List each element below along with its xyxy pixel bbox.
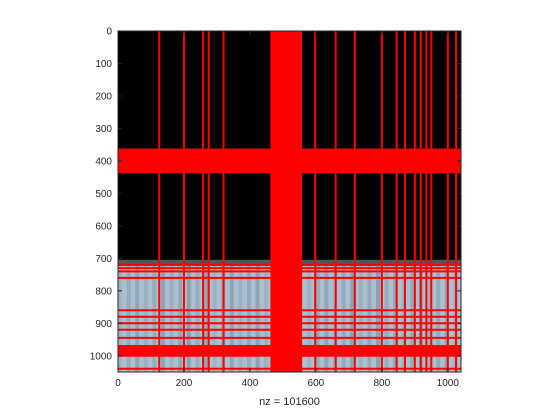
image-texture-stripe <box>247 265 251 372</box>
axes-frame <box>117 30 462 373</box>
x-tick-label: 0 <box>115 378 121 389</box>
plot-area <box>118 31 461 372</box>
image-texture-stripe <box>135 265 140 372</box>
image-texture-stripe <box>341 265 346 372</box>
image-texture-stripe <box>143 265 148 372</box>
y-tick-label: 700 <box>95 254 112 265</box>
image-texture-stripe <box>436 265 441 372</box>
x-tick-label: 800 <box>374 378 391 389</box>
y-tick-label: 900 <box>95 319 112 330</box>
x-tick-label: 1000 <box>437 378 460 389</box>
image-texture-stripe <box>444 265 449 372</box>
image-texture-stripe <box>315 265 320 372</box>
image-texture-stripe <box>384 265 389 372</box>
y-tick-label: 800 <box>95 286 112 297</box>
image-texture-stripe <box>401 265 406 372</box>
image-texture-stripe <box>307 265 312 372</box>
image-texture-stripe <box>376 265 380 372</box>
x-axis-label: nz = 101600 <box>259 396 320 408</box>
image-texture-stripe <box>255 265 260 372</box>
x-tick-label: 600 <box>308 378 325 389</box>
image-texture-stripe <box>410 265 415 372</box>
y-tick-label: 500 <box>95 189 112 200</box>
image-texture-stripe <box>204 265 208 372</box>
y-tick-label: 200 <box>95 91 112 102</box>
y-tick-label: 0 <box>106 27 112 38</box>
x-tick-label: 400 <box>242 378 259 389</box>
image-texture-stripe <box>238 265 243 372</box>
y-tick-label: 400 <box>95 156 112 167</box>
image-texture-stripe <box>229 265 234 372</box>
y-axis-ticks: 0 100 200 300 400 500 600 700 800 900 1000 <box>90 27 461 362</box>
image-texture-stripe <box>178 265 183 372</box>
image-texture-stripe <box>195 265 200 372</box>
image-texture-stripe <box>212 265 217 372</box>
image-texture-stripe <box>324 265 329 372</box>
horizontal-marker-lines <box>118 148 461 370</box>
image-texture-stripe <box>264 265 269 372</box>
x-tick-label: 200 <box>176 378 193 389</box>
image-texture-stripe <box>126 265 131 372</box>
image-texture-stripe <box>152 265 157 372</box>
image-texture-stripe <box>350 265 355 372</box>
y-tick-label: 100 <box>95 59 112 70</box>
y-tick-label: 600 <box>95 221 112 232</box>
image-texture-stripe <box>161 265 165 372</box>
image-texture-stripe <box>427 265 432 372</box>
image-texture-stripe <box>169 265 174 372</box>
image-texture-stripe <box>186 265 191 372</box>
vertical-marker-lines <box>158 31 458 372</box>
image-texture-stripe <box>393 265 398 372</box>
image-texture-stripe <box>358 265 363 372</box>
x-axis-ticks: 0 200 400 600 800 1000 <box>115 31 459 389</box>
image-texture-stripe <box>367 265 372 372</box>
y-tick-label: 300 <box>95 124 112 135</box>
image-texture-stripe <box>118 265 122 372</box>
y-tick-label: 1000 <box>90 351 113 362</box>
